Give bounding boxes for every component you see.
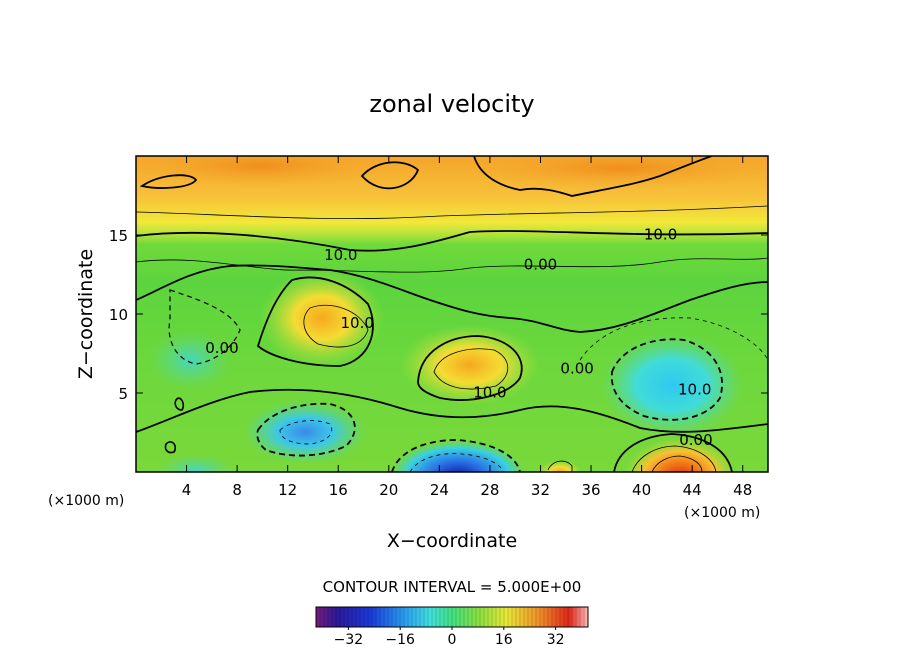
contour-10: [174, 397, 185, 411]
center-warm-cell: [400, 325, 540, 405]
contour-labels: 10.0 10.0 10.0 10.0 10.0 0.00 0.00 0.00 0.00: [205, 225, 712, 448]
x-tick-label: 48: [733, 481, 752, 499]
right-cool-cell: [600, 333, 744, 437]
contour-10: [136, 264, 768, 333]
x-axis-unit-right: (×1000 m): [684, 505, 760, 521]
bottom-center-cold-core: [390, 440, 526, 472]
contour-thin: [136, 257, 768, 273]
contour-0: [168, 289, 241, 365]
colorbar-stripes: [319, 607, 585, 627]
y-axis: 5 10 15: [109, 227, 768, 403]
colorbar: −32 −16 0 16 32: [315, 606, 589, 648]
contour-thin: [136, 205, 768, 220]
colorbar-tick-label: 32: [547, 632, 565, 648]
contour-label: 0.00: [524, 255, 557, 273]
y-tick-label: 5: [118, 385, 128, 403]
x-tick-label: 4: [182, 481, 192, 499]
x-tick-label: 12: [278, 481, 297, 499]
contour-10: [417, 335, 523, 401]
contour-label: 10.0: [678, 380, 711, 398]
contour-label: 10.0: [644, 225, 677, 243]
x-tick-label: 28: [480, 481, 499, 499]
top-orange-band: [136, 156, 400, 188]
colorbar-tick-label: −32: [334, 632, 364, 648]
x-tick-label: 16: [329, 481, 348, 499]
bottom-left-teal-cell: [156, 454, 236, 472]
contour-thin: [303, 304, 369, 348]
contour-thin: [547, 460, 573, 472]
contour-thin: [279, 420, 333, 445]
contour-0: [610, 338, 723, 421]
contour-thin: [409, 453, 505, 472]
contour-0: [256, 402, 356, 457]
bottom-small-warm-cell: [538, 460, 582, 472]
chart-title: zonal velocity: [369, 90, 534, 118]
x-tick-label: 24: [430, 481, 449, 499]
left-cool-cell: [148, 330, 232, 390]
x-tick-label: 20: [379, 481, 398, 499]
contour-label: 10.0: [473, 383, 506, 401]
contour-lines: [136, 156, 768, 472]
upper-left-warm-cell: [260, 270, 384, 366]
x-axis-label: X−coordinate: [387, 530, 517, 552]
x-tick-label: 8: [232, 481, 242, 499]
x-axis: 4 8 12 16 20 24 28 32 36 40 44 48: [182, 156, 752, 499]
contour-10: [360, 161, 420, 190]
y-tick-label: 10: [109, 306, 128, 324]
y-axis-label: Z−coordinate: [75, 249, 97, 379]
lower-left-cool-cell: [243, 400, 367, 464]
contour-thin: [651, 455, 703, 472]
bottom-right-warm-core: [624, 438, 736, 472]
x-tick-label: 36: [581, 481, 600, 499]
x-tick-label: 32: [531, 481, 550, 499]
colorbar-tick-label: −16: [385, 632, 415, 648]
contour-thin: [579, 317, 768, 361]
contour-interval-label: CONTOUR INTERVAL = 5.000E+00: [323, 578, 582, 596]
contour-10: [136, 230, 768, 252]
contour-label: 0.00: [205, 339, 238, 357]
colorbar-tick-label: 16: [495, 632, 513, 648]
x-axis-unit-left: (×1000 m): [48, 493, 124, 509]
contour-10: [136, 388, 768, 433]
colorbar-tick-label: 0: [448, 632, 457, 648]
contour-0: [391, 439, 521, 472]
contour-thin: [631, 445, 717, 472]
contour-10: [473, 156, 713, 197]
x-tick-label: 40: [632, 481, 651, 499]
contour-10: [613, 433, 733, 472]
x-tick-label: 44: [683, 481, 702, 499]
contour-10: [164, 441, 177, 454]
contour-10: [256, 276, 374, 367]
contour-thin: [433, 348, 509, 390]
contour-label: 0.00: [560, 360, 593, 378]
contour-10: [139, 174, 198, 189]
colorbar-ticks: −32 −16 0 16 32: [334, 627, 565, 648]
contour-label: 0.00: [679, 431, 712, 449]
contour-label: 10.0: [324, 246, 357, 264]
colorbar-gradient: [316, 607, 588, 627]
y-tick-label: 15: [109, 227, 128, 245]
contour-label: 10.0: [340, 314, 373, 332]
